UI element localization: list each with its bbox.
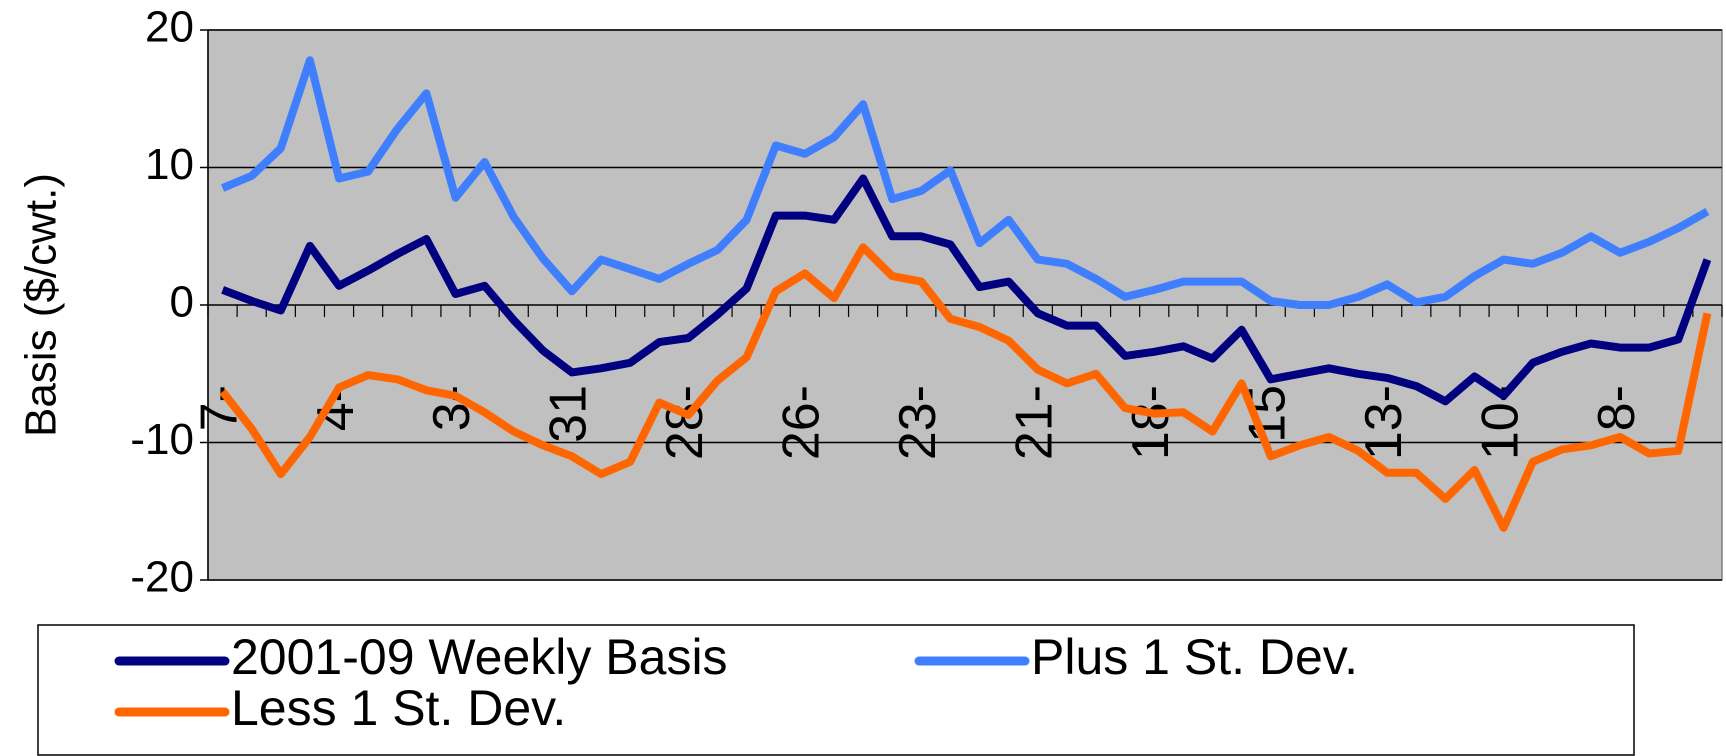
x-tick-label: 13- [1355, 385, 1413, 460]
y-tick-label: -10 [130, 415, 194, 464]
legend-box [37, 624, 1635, 756]
x-tick-label: 31 [540, 385, 598, 443]
legend-label: Plus 1 St. Dev. [1031, 629, 1358, 685]
x-tick-label: 8- [1588, 385, 1646, 431]
y-tick-label: 10 [145, 140, 194, 189]
series-line [221, 174, 1712, 406]
x-tick-label: 21- [1006, 385, 1064, 460]
y-axis-title: Basis ($/cwt.) [17, 173, 66, 437]
legend-label: 2001-09 Weekly Basis [231, 629, 728, 685]
x-tick-label: 23- [889, 385, 947, 460]
series-line [221, 56, 1710, 309]
y-tick-label: 20 [145, 3, 194, 52]
legend-label: Less 1 St. Dev. [231, 680, 566, 736]
x-tick-label: 18- [1122, 385, 1180, 460]
y-tick-label: -20 [130, 553, 194, 602]
x-tick-label: 26- [773, 385, 831, 460]
y-tick-label: 0 [170, 278, 194, 327]
series-line [219, 243, 1712, 532]
